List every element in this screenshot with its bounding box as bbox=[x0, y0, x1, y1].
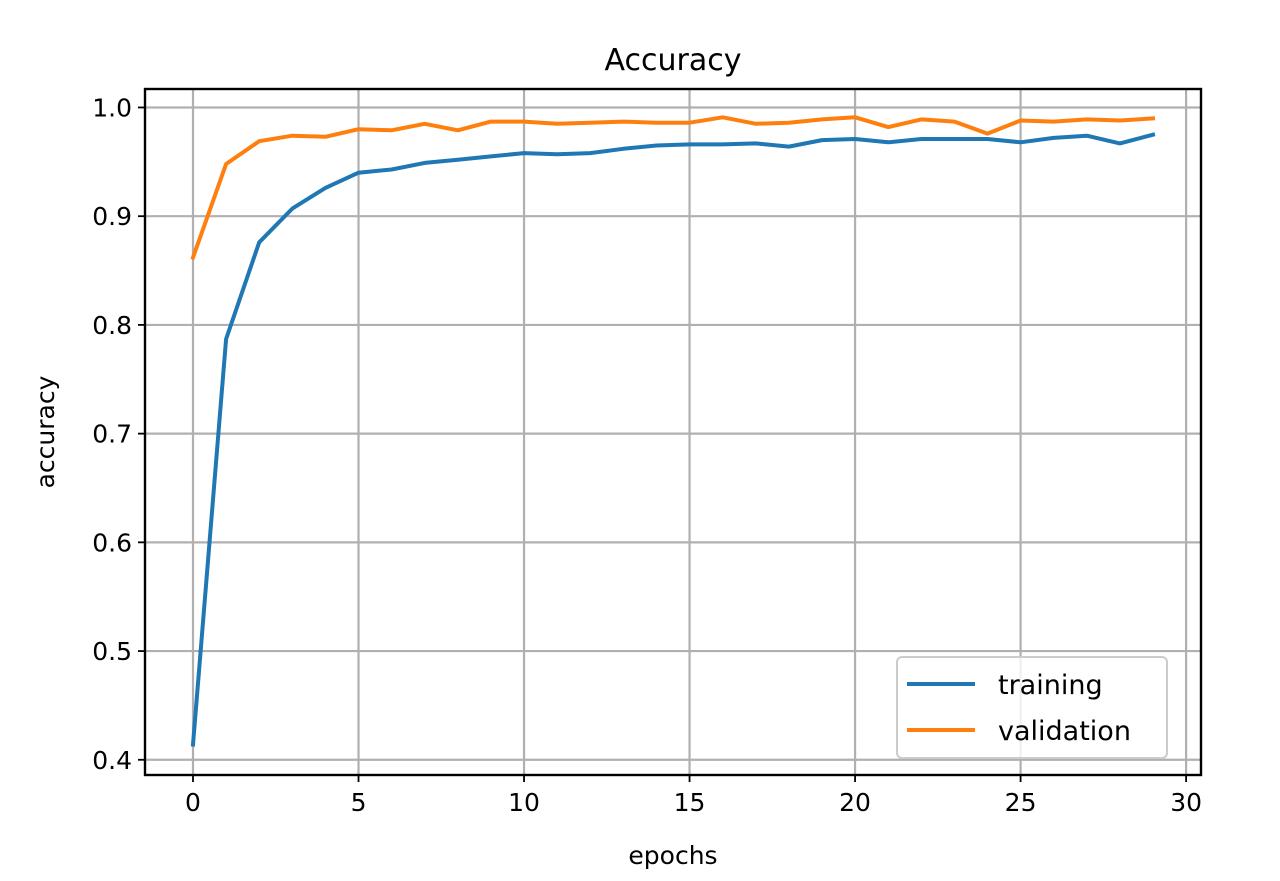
y-axis-label: accuracy bbox=[31, 375, 60, 488]
axis-ticks: 0 5 10 15 20 25 30 0.4 0.5 0.6 0.7 0.8 0.9 1.0 bbox=[92, 93, 1202, 817]
y-tick-label: 0.5 bbox=[92, 637, 132, 666]
series-lines bbox=[190, 115, 1156, 747]
y-tick-label: 1.0 bbox=[92, 93, 132, 122]
x-tick-label: 30 bbox=[1170, 788, 1202, 817]
x-tick-label: 25 bbox=[1005, 788, 1037, 817]
chart-title: Accuracy bbox=[605, 43, 742, 78]
x-tick-label: 15 bbox=[674, 788, 706, 817]
grid bbox=[145, 89, 1201, 775]
legend-label-training: training bbox=[998, 670, 1103, 701]
y-tick-label: 0.7 bbox=[92, 420, 132, 449]
x-tick-label: 10 bbox=[508, 788, 540, 817]
series-line-validation bbox=[190, 115, 1156, 261]
series-line-training bbox=[190, 132, 1156, 747]
y-tick-label: 0.4 bbox=[92, 746, 132, 775]
x-axis-label: epochs bbox=[628, 841, 717, 870]
x-tick-label: 5 bbox=[351, 788, 367, 817]
x-tick-label: 20 bbox=[839, 788, 871, 817]
y-tick-label: 0.6 bbox=[92, 528, 132, 557]
y-tick-label: 0.8 bbox=[92, 311, 132, 340]
plot-frame bbox=[143, 87, 1203, 777]
y-tick-label: 0.9 bbox=[92, 202, 132, 231]
legend: training validation bbox=[896, 656, 1168, 759]
x-tick-label: 0 bbox=[185, 788, 201, 817]
legend-label-validation: validation bbox=[998, 716, 1131, 747]
